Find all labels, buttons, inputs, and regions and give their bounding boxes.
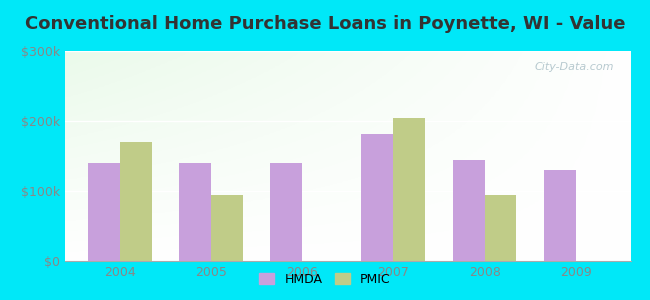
Bar <box>211 194 243 261</box>
Bar <box>484 194 517 261</box>
Bar <box>393 118 425 261</box>
Legend: HMDA, PMIC: HMDA, PMIC <box>254 268 396 291</box>
Text: City-Data.com: City-Data.com <box>534 61 614 71</box>
Bar <box>361 134 393 261</box>
Text: Conventional Home Purchase Loans in Poynette, WI - Value: Conventional Home Purchase Loans in Poyn… <box>25 15 625 33</box>
Bar <box>544 170 576 261</box>
Bar <box>179 163 211 261</box>
Bar <box>270 163 302 261</box>
Bar <box>120 142 151 261</box>
Bar <box>452 160 484 261</box>
Bar <box>88 163 120 261</box>
